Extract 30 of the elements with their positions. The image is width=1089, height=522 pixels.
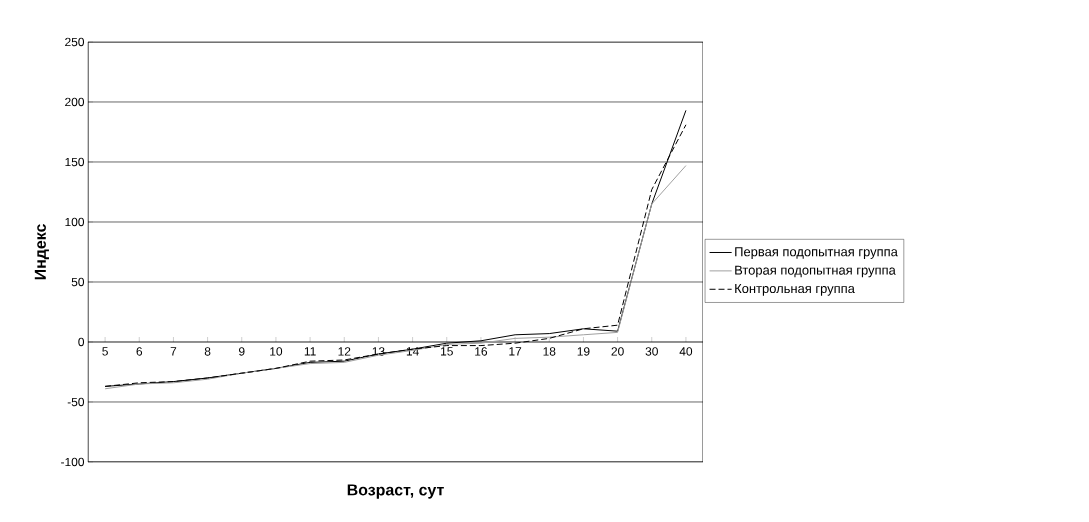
x-tick-label: 6 bbox=[136, 347, 143, 356]
x-axis-title: Возраст, сут bbox=[347, 484, 444, 499]
x-tick-label: 30 bbox=[645, 347, 658, 356]
x-tick-label: 18 bbox=[543, 347, 556, 356]
y-tick-label: -50 bbox=[67, 397, 85, 407]
legend-label: Контрольная группа bbox=[735, 284, 855, 296]
y-tick-label: 250 bbox=[65, 37, 85, 47]
y-tick-label: 150 bbox=[65, 157, 85, 167]
x-tick-label: 10 bbox=[270, 347, 283, 356]
x-tick-label: 15 bbox=[441, 347, 453, 356]
y-axis-title: Индекс bbox=[34, 224, 49, 280]
x-tick-label: 17 bbox=[509, 347, 522, 356]
x-tick-label: 11 bbox=[304, 347, 316, 356]
x-tick-label: 20 bbox=[611, 347, 624, 356]
y-tick-label: -100 bbox=[61, 457, 85, 467]
x-tick-label: 13 bbox=[372, 347, 385, 356]
x-tick-label: 8 bbox=[204, 347, 211, 356]
x-tick-label: 40 bbox=[679, 347, 693, 356]
y-tick-label: 50 bbox=[71, 277, 85, 287]
y-tick-label: 0 bbox=[78, 337, 85, 347]
x-tick-label: 9 bbox=[239, 347, 245, 356]
legend-label: Вторая подопытная группа bbox=[735, 265, 896, 278]
x-tick-label: 7 bbox=[170, 347, 177, 356]
x-tick-label: 5 bbox=[102, 347, 108, 356]
y-tick-label: 200 bbox=[65, 97, 85, 107]
x-tick-label: 12 bbox=[338, 347, 351, 356]
x-tick-label: 16 bbox=[475, 347, 488, 356]
x-tick-label: 19 bbox=[577, 347, 590, 356]
legend-label: Первая подопытная группа bbox=[735, 247, 898, 259]
y-tick-label: 100 bbox=[65, 217, 85, 227]
